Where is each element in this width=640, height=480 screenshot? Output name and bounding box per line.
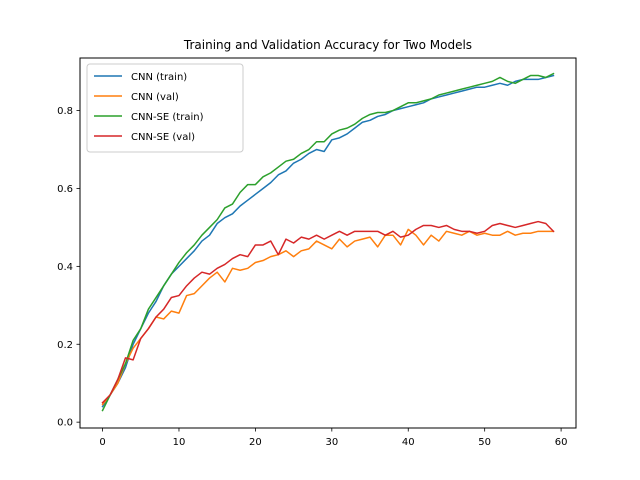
x-tick-label: 30 [325, 437, 338, 448]
legend: CNN (train) CNN (val) CNN-SE (train) CNN-SE… [86, 63, 244, 153]
chart-title: Training and Validation Accuracy for Two… [183, 38, 472, 52]
series-line-2 [101, 72, 555, 412]
y-axis: 0.0 0.2 0.4 0.6 0.8 [57, 106, 80, 429]
y-tick-label: 0.0 [57, 418, 73, 429]
x-tick-label: 0 [99, 437, 105, 448]
x-tick-label: 50 [478, 437, 491, 448]
series-line-3 [101, 220, 555, 404]
series-line-1 [101, 228, 555, 406]
legend-label-0: CNN (train) [131, 72, 187, 83]
y-tick-label: 0.6 [57, 184, 73, 195]
x-tick-label: 40 [402, 437, 415, 448]
x-tick-label: 20 [249, 437, 262, 448]
y-tick-label: 0.8 [57, 106, 73, 117]
series-layer [101, 72, 555, 412]
plot-frame [79, 57, 577, 429]
x-axis: 0 10 20 30 40 50 60 [99, 428, 567, 448]
series-line-0 [101, 74, 555, 408]
legend-frame [86, 63, 244, 153]
legend-label-3: CNN-SE (val) [131, 132, 195, 143]
y-tick-label: 0.4 [57, 262, 73, 273]
x-tick-label: 60 [555, 437, 568, 448]
legend-label-1: CNN (val) [131, 92, 179, 103]
x-tick-label: 10 [173, 437, 186, 448]
y-tick-label: 0.2 [57, 340, 73, 351]
legend-label-2: CNN-SE (train) [131, 112, 204, 123]
